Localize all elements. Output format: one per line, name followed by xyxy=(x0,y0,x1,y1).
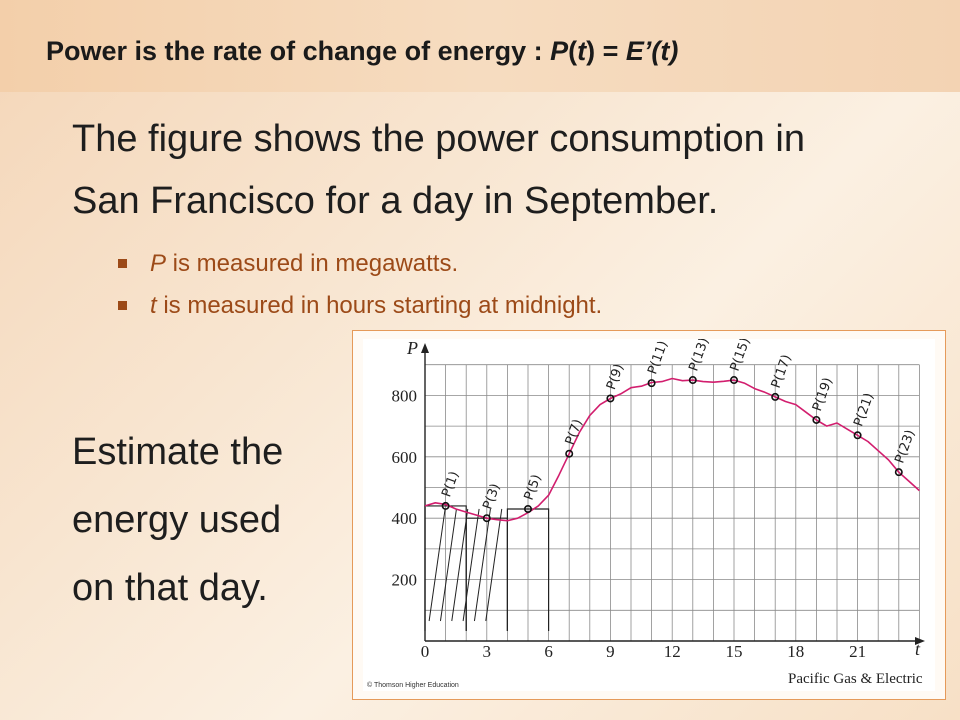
bullet-text: is measured in megawatts. xyxy=(166,250,459,277)
marked-point xyxy=(441,501,450,510)
slide-title: Power is the rate of change of energy : … xyxy=(46,36,678,67)
marked-point xyxy=(647,379,656,388)
point-label: P(19) xyxy=(810,376,836,414)
chart-series xyxy=(424,377,920,522)
handwritten-hatch xyxy=(462,508,480,622)
x-tick-label: 18 xyxy=(787,642,804,661)
bullet-var: t xyxy=(150,292,157,319)
chart-grid xyxy=(425,364,920,641)
handwritten-hatch xyxy=(451,508,469,622)
handwritten-hatch xyxy=(485,508,503,622)
handwritten-rectangle xyxy=(506,508,550,631)
point-label: P(17) xyxy=(769,353,795,391)
point-label: P(9) xyxy=(604,362,627,392)
bullet-square-icon xyxy=(118,259,127,268)
y-axis-arrow xyxy=(421,343,429,353)
marked-point xyxy=(524,504,533,513)
chart-source-label: Pacific Gas & Electric xyxy=(788,671,923,687)
marked-point xyxy=(771,392,780,401)
body-line-2: San Francisco for a day in September. xyxy=(72,180,719,222)
marked-point xyxy=(688,376,697,385)
title-formula-p: P xyxy=(550,36,569,66)
x-tick-label: 0 xyxy=(421,642,430,661)
question-line-3: on that day. xyxy=(72,567,268,609)
x-axis-label: t xyxy=(915,639,921,659)
point-label: P(3) xyxy=(480,482,503,512)
x-tick-label: 21 xyxy=(849,642,866,661)
marked-point xyxy=(565,449,574,458)
chart-marked-points: P(1) P(3) P(5)P(7)P(9)P(11) P(13) P(15) P(17)… xyxy=(439,336,918,523)
point-label: P(13) xyxy=(686,339,712,373)
y-tick-label: 600 xyxy=(392,448,418,467)
point-label: P(15) xyxy=(728,339,754,373)
marked-point xyxy=(482,514,491,523)
title-text: Power is the rate of change of energy : xyxy=(46,36,551,66)
question-line-2: energy used xyxy=(72,499,282,541)
handwritten-hatch xyxy=(428,508,446,622)
bullet-text: is measured in hours starting at midnigh… xyxy=(156,292,603,319)
marked-point xyxy=(606,394,615,403)
chart-axes: tP xyxy=(406,338,925,659)
bullet-item-time: t is measured in hours starting at midni… xyxy=(118,290,602,332)
x-tick-label: 15 xyxy=(726,642,743,661)
question-line-1: Estimate the xyxy=(72,431,284,473)
chart-ticks: 0 3 6 9 12 15 18 21 200 400 600 800 xyxy=(392,386,867,661)
x-tick-label: 6 xyxy=(544,642,553,661)
point-label: P(1) xyxy=(439,469,462,499)
bullet-list: P is measured in megawatts. t is measure… xyxy=(118,248,602,332)
point-label: P(21) xyxy=(851,391,877,429)
handwritten-hatch xyxy=(473,508,491,622)
power-curve-line xyxy=(424,377,920,522)
y-axis-label: P xyxy=(406,339,418,358)
title-formula-paren-open: ( xyxy=(568,36,578,66)
y-tick-label: 800 xyxy=(392,386,418,405)
x-tick-label: 9 xyxy=(606,642,615,661)
marked-point xyxy=(812,415,821,424)
x-tick-label: 12 xyxy=(664,642,681,661)
y-tick-label: 200 xyxy=(392,571,418,590)
handwritten-annotations xyxy=(424,505,550,631)
title-formula-equals: ) = xyxy=(586,36,626,66)
handwritten-hatch xyxy=(439,508,457,622)
point-label: P(11) xyxy=(645,339,671,376)
marked-point xyxy=(729,376,738,385)
bullet-square-icon xyxy=(118,301,127,310)
title-bar: Power is the rate of change of energy : … xyxy=(0,0,960,92)
marked-point xyxy=(894,468,903,477)
y-tick-label: 400 xyxy=(392,509,418,528)
chart-copyright: © Thomson Higher Education xyxy=(367,681,459,689)
marked-point xyxy=(853,431,862,440)
x-tick-label: 3 xyxy=(483,642,492,661)
title-formula-e: E’(t) xyxy=(625,36,679,66)
body-text: The figure shows the power consumption i… xyxy=(72,108,932,232)
x-axis-arrow xyxy=(915,637,925,645)
title-formula-t: t xyxy=(577,36,587,66)
point-label: P(7) xyxy=(563,417,586,447)
body-line-1: The figure shows the power consumption i… xyxy=(72,118,805,160)
bullet-var: P xyxy=(150,250,167,277)
point-label: P(23) xyxy=(892,428,918,466)
question-text: Estimate the energy used on that day. xyxy=(72,418,372,622)
bullet-item-power: P is measured in megawatts. xyxy=(118,248,602,290)
